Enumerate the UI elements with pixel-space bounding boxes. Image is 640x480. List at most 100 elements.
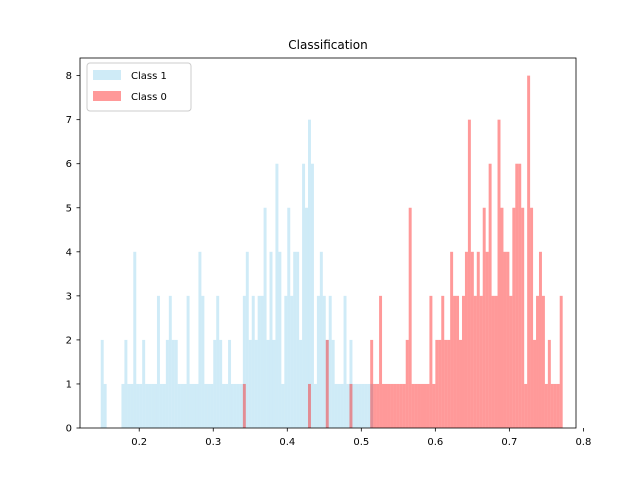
bar-series-1-61 [296,251,300,428]
bar-series-1-39 [231,383,234,428]
bar-series-1-73 [331,339,335,428]
chart-title: Classification [288,38,367,52]
bar-series-1-2 [121,383,125,428]
bar-series-2-9 [385,383,388,428]
bar-series-2-64 [547,339,551,428]
bar-series-2-28 [441,295,445,428]
bar-series-1-19 [171,339,175,428]
bar-series-2-24 [429,295,433,428]
bar-series-1-53 [272,339,276,428]
bar-series-2-53 [515,163,519,428]
bar-series-2-41 [479,295,483,428]
bar-series-1-8 [139,383,143,428]
legend: Class 1 Class 0 [86,62,192,112]
bar-series-1-66 [310,163,314,428]
axes-layer: 0.2 0.3 0.4 0.5 0.6 0.7 0.8 0 1 2 3 4 5 6 7 8 [66,57,591,448]
bar-series-2-10 [387,383,391,428]
bar-series-2-39 [473,295,477,428]
bar-series-2-66 [553,383,557,428]
bar-series-2-23 [426,383,430,428]
bar-series-1-38 [228,339,232,428]
bar-series-2-65 [550,383,554,428]
series-2 [242,75,563,429]
bar-series-2-34 [459,339,462,428]
bar-series-1-24 [186,295,190,428]
bar-series-2-26 [435,339,439,428]
bar-series-1-40 [233,383,237,428]
bar-series-1-63 [302,163,306,428]
bar-series-1-9 [142,339,146,428]
bar-series-2-20 [417,383,421,428]
bar-series-2-38 [470,251,474,428]
bar-series-1-1 [103,383,107,428]
y-tick-label-1: 1 [66,379,72,390]
bar-series-1-37 [225,383,229,428]
bar-series-2-7 [379,295,383,428]
bar-series-2-40 [476,251,480,428]
bar-series-2-14 [399,383,403,428]
x-tick-label-5: 0.7 [501,437,517,448]
bar-series-1-62 [299,339,303,428]
bar-series-2-43 [485,251,489,428]
bar-series-1-28 [198,251,202,428]
bar-series-2-57 [527,75,531,428]
bar-series-1-18 [168,295,172,428]
bar-series-1-84 [364,383,368,428]
bar-series-2-44 [488,163,492,428]
bar-series-2-35 [461,295,465,428]
bar-series-2-68 [559,295,563,428]
bar-series-1-10 [145,383,149,428]
bar-series-1-4 [127,383,131,428]
bar-series-1-5 [130,383,134,428]
bar-series-2-16 [405,339,409,428]
bar-series-2-54 [518,163,522,428]
bar-series-1-26 [192,383,196,428]
bar-series-1-3 [124,339,128,428]
bar-series-1-7 [136,383,140,428]
x-tick-label-6: 0.8 [575,437,591,448]
bar-series-1-56 [281,383,285,428]
bar-series-1-6 [133,251,137,428]
bar-series-1-51 [266,339,270,428]
bar-series-1-65 [308,119,311,429]
bar-series-1-82 [358,383,362,428]
bar-series-2-45 [491,295,495,428]
bar-layer [100,75,563,429]
y-tick-label-0: 0 [66,424,72,435]
bar-series-1-60 [293,251,297,428]
legend-box [86,62,192,112]
bar-series-1-16 [162,383,166,428]
bar-series-1-70 [322,295,326,428]
bar-series-1-75 [337,383,341,428]
y-tick-label-4: 4 [66,247,72,258]
bar-series-1-44 [245,251,249,428]
bar-series-1-83 [361,383,365,428]
y-tick-label-7: 7 [66,115,72,126]
bar-series-2-25 [432,383,436,428]
bar-series-2-19 [414,383,418,428]
bar-series-2-58 [530,207,534,428]
bar-series-1-22 [180,383,184,428]
bar-series-2-5 [373,383,377,428]
bar-series-2-29 [444,339,448,428]
bar-series-2-47 [497,119,501,429]
bar-series-2-56 [524,383,528,428]
bar-series-2-12 [393,383,397,428]
bar-series-2-3 [349,383,353,428]
bar-series-2-61 [538,251,542,428]
bar-series-2-15 [402,383,406,428]
bar-series-2-27 [438,339,442,428]
bar-series-1-13 [154,383,157,428]
bar-series-1-11 [148,383,152,428]
bar-series-1-45 [248,339,252,428]
bar-series-1-52 [269,251,273,428]
bar-series-1-15 [159,383,163,428]
bar-series-1-20 [174,339,178,428]
bar-series-1-77 [343,295,347,428]
bar-series-1-49 [260,295,264,428]
bar-series-1-12 [151,383,155,428]
bar-series-2-8 [382,383,386,428]
bar-series-1-0 [100,339,104,428]
legend-swatch-2 [93,91,121,101]
